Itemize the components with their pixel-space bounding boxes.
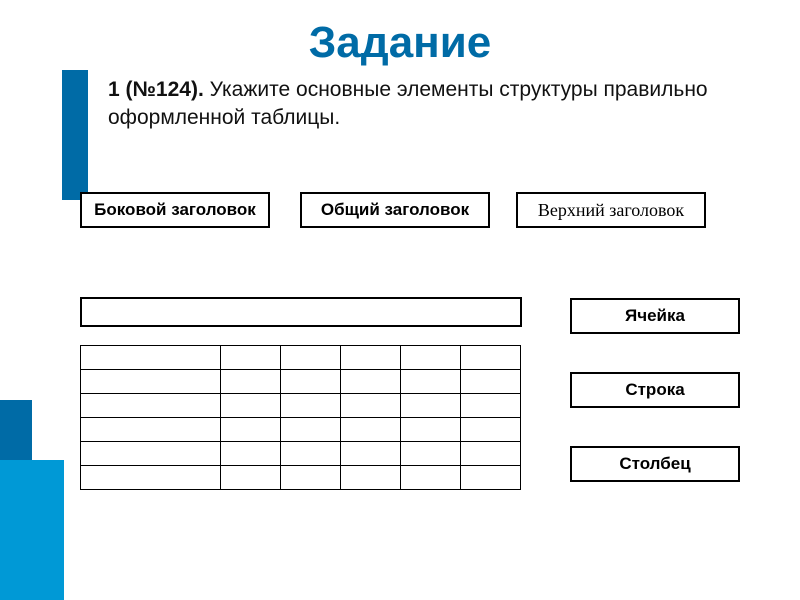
label-side-heading: Боковой заголовок [80,192,270,228]
table-cell [221,346,281,370]
accent-bar-light [0,460,64,600]
table-cell [341,346,401,370]
table-row [81,394,521,418]
table-title-bar [80,297,522,327]
label-column: Столбец [570,446,740,482]
table-row [81,346,521,370]
table-cell [401,346,461,370]
task-text: 1 (№124). Укажите основные элементы стру… [0,76,800,133]
label-row: Строка [570,372,740,408]
example-table [80,345,521,490]
table-row [81,466,521,490]
slide-title: Задание [0,0,800,76]
label-cell: Ячейка [570,298,740,334]
table-cell [461,346,521,370]
table-row [81,370,521,394]
table-row [81,442,521,466]
table-row [81,418,521,442]
label-top-heading: Верхний заголовок [516,192,706,228]
diagram-area: Боковой заголовок Общий заголовок Верхни… [70,170,770,570]
task-number: 1 (№124). [108,78,204,101]
table-cell [281,346,341,370]
label-common-heading: Общий заголовок [300,192,490,228]
table-cell [81,346,221,370]
